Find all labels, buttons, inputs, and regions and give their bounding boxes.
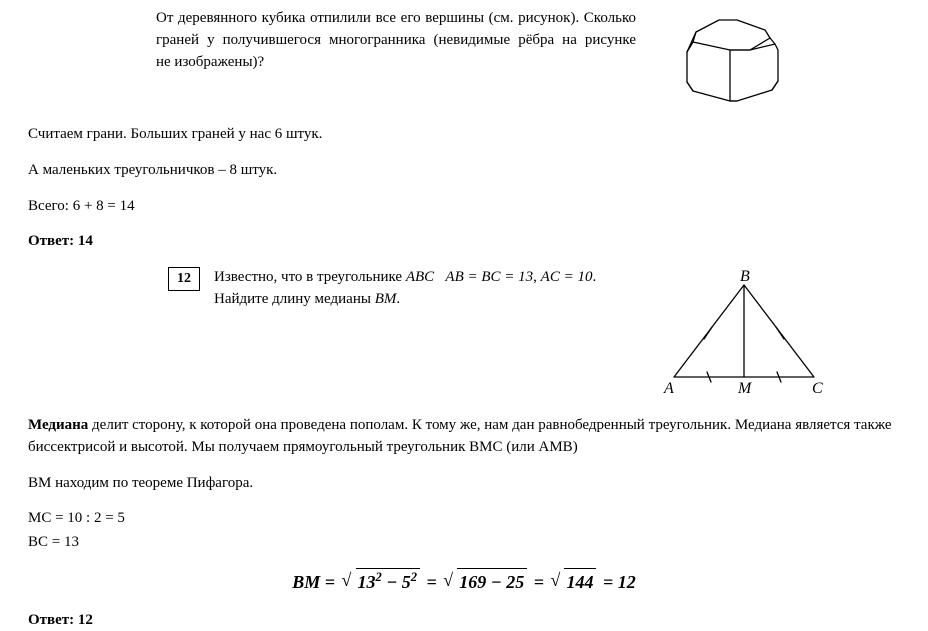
sqrt-1: 132 − 52 bbox=[342, 568, 421, 595]
p2-mc: MC = 10 : 2 = 5 bbox=[28, 508, 900, 530]
p2-suffix: . bbox=[396, 291, 400, 307]
p2-median-word: Медиана bbox=[28, 417, 88, 433]
p1-line3: Всего: 6 + 8 = 14 bbox=[28, 196, 900, 218]
p2-formula: BM = 132 − 52 = 169 − 25 = 144 = 12 bbox=[28, 568, 900, 596]
p2-answer: Ответ: 12 bbox=[28, 610, 900, 631]
p2-comma: , bbox=[533, 269, 541, 285]
triangle-label-c: C bbox=[812, 380, 823, 397]
p2-eq-sides: AB = BC = 13 bbox=[445, 269, 533, 285]
p1-line2: А маленьких треугольничков – 8 штук. bbox=[28, 160, 900, 182]
p2-tri: ABC bbox=[406, 269, 434, 285]
p2-explain1-rest: делит сторону, к которой она проведена п… bbox=[28, 417, 892, 455]
page-root: От деревянного кубика отпилили все его в… bbox=[0, 0, 928, 629]
p1-answer: Ответ: 14 bbox=[28, 231, 900, 253]
f-eq3: = bbox=[529, 572, 548, 592]
f-eq2: = bbox=[422, 572, 441, 592]
problem-number-box: 12 bbox=[168, 267, 200, 291]
triangle-label-m: M bbox=[737, 380, 753, 397]
p2-prefix: Известно, что в треугольнике bbox=[214, 269, 406, 285]
p2-median: BM bbox=[375, 291, 397, 307]
sqrt-3: 144 bbox=[550, 568, 596, 595]
truncated-cube-figure bbox=[660, 8, 800, 108]
triangle-figure: B A M C bbox=[654, 267, 834, 397]
p2-ac: AC = 10 bbox=[541, 269, 593, 285]
f-result: = 12 bbox=[598, 572, 635, 592]
problem1-statement: От деревянного кубика отпилили все его в… bbox=[156, 8, 660, 73]
sqrt-2: 169 − 25 bbox=[443, 568, 527, 595]
triangle-label-a: A bbox=[663, 380, 674, 397]
f-lhs: BM bbox=[292, 572, 320, 592]
p2-explain2: BM находим по теореме Пифагора. bbox=[28, 473, 900, 495]
f-eq1: = bbox=[320, 572, 339, 592]
triangle-label-b: B bbox=[740, 268, 750, 285]
p2-explain1: Медиана делит сторону, к которой она про… bbox=[28, 415, 900, 459]
p1-line1: Считаем грани. Больших граней у нас 6 шт… bbox=[28, 124, 900, 146]
p2-bc: BC = 13 bbox=[28, 532, 900, 554]
problem2-block: 12 Известно, что в треугольнике ABC AB =… bbox=[168, 267, 900, 397]
problem1-block: От деревянного кубика отпилили все его в… bbox=[156, 8, 900, 108]
problem2-statement: Известно, что в треугольнике ABC AB = BC… bbox=[214, 267, 614, 311]
